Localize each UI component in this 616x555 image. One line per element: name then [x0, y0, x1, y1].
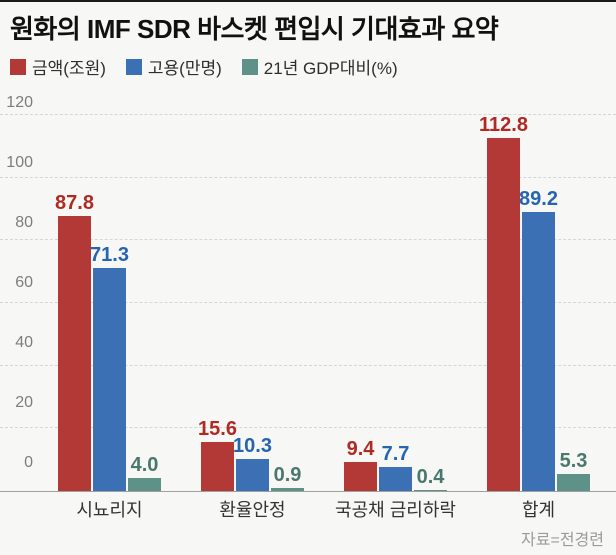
bar-value-label: 9.4: [346, 437, 375, 460]
legend-label: 21년 GDP대비(%): [263, 59, 398, 78]
y-axis-tick-60: 60: [15, 274, 33, 291]
bar-국공채 금리하락-21년 GDP대비(%): [414, 489, 447, 491]
bar-환율안정-금액(조원): [201, 442, 234, 491]
bar-value-label: 4.0: [130, 454, 159, 477]
bar-value-label: 15.6: [198, 418, 237, 441]
bar-value-label: 5.3: [559, 450, 588, 473]
y-axis-tick-0: 0: [24, 454, 33, 471]
y-axis-tick-120: 120: [6, 94, 33, 111]
gridline-20: [0, 427, 616, 429]
legend: 금액(조원) 고용(만명) 21년 GDP대비(%): [10, 54, 398, 79]
y-axis-tick-40: 40: [15, 334, 33, 351]
y-axis-tick-100: 100: [6, 154, 33, 171]
bar-합계-고용(만명): [522, 211, 555, 491]
legend-swatch-icon: [10, 58, 26, 75]
y-axis-tick-80: 80: [15, 214, 33, 231]
gridline-60: [0, 302, 616, 303]
legend-item-1: 고용(만명): [125, 54, 222, 79]
chart-title: 원화의 IMF SDR 바스켓 편입시 기대효과 요약: [10, 14, 499, 44]
gridline-40: [0, 364, 616, 366]
bar-value-label: 7.7: [381, 442, 410, 465]
bar-value-label: 89.2: [519, 187, 558, 210]
bar-value-label: 10.3: [233, 434, 272, 457]
bar-value-label: 0.4: [416, 465, 445, 488]
bar-국공채 금리하락-금액(조원): [344, 461, 377, 491]
bar-합계-금액(조원): [487, 137, 520, 491]
category-label-3: 합계: [521, 500, 556, 520]
legend-item-2: 21년 GDP대비(%): [241, 54, 398, 79]
bar-환율안정-고용(만명): [236, 458, 269, 491]
x-axis-line: [0, 491, 616, 492]
gridline-120: [0, 114, 616, 115]
bar-환율안정-21년 GDP대비(%): [271, 488, 304, 491]
legend-item-0: 금액(조원): [10, 54, 106, 79]
y-axis-tick-20: 20: [15, 394, 33, 411]
bar-value-label: 71.3: [90, 243, 129, 266]
legend-swatch-icon: [125, 58, 142, 75]
bar-시뇨리지-금액(조원): [58, 215, 91, 491]
bar-합계-21년 GDP대비(%): [557, 474, 590, 491]
bar-value-label: 87.8: [55, 191, 94, 214]
legend-label: 고용(만명): [147, 59, 222, 78]
category-label-0: 시뇨리지: [76, 500, 143, 520]
gridline-100: [0, 176, 616, 178]
category-label-2: 국공채 금리하락: [335, 500, 456, 520]
plot-area: 87.8 71.3 4.0 15.6 10.3 0.9 9.4 7.7 0.4 112.8 89.2…: [0, 113, 616, 492]
bar-value-label: 112.8: [479, 113, 528, 136]
bar-시뇨리지-고용(만명): [93, 267, 126, 491]
bar-value-label: 0.9: [273, 464, 302, 487]
source-credit: 자료=전경련: [521, 532, 604, 549]
bar-시뇨리지-21년 GDP대비(%): [128, 478, 161, 491]
category-label-1: 환율안정: [219, 500, 286, 520]
gridline-80: [0, 239, 616, 241]
legend-label: 금액(조원): [32, 59, 106, 78]
bar-국공채 금리하락-고용(만명): [379, 466, 412, 491]
legend-swatch-icon: [241, 58, 258, 75]
